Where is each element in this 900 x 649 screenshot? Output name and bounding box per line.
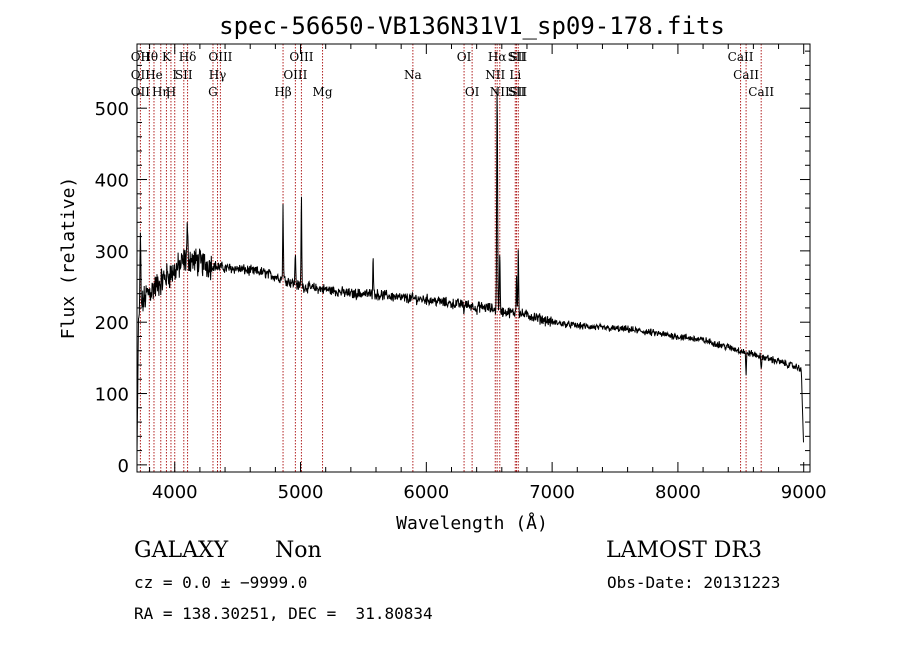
axes: 4000 5000 6000 7000 8000 9000 0 100 200 300 400 500 — [95, 44, 827, 503]
line-label: OIII — [289, 50, 313, 64]
line-label: OII — [131, 68, 151, 82]
line-label: Hα — [488, 50, 507, 64]
line-label: Mg — [313, 85, 333, 99]
plot-frame — [136, 43, 811, 473]
line-label: OIII — [208, 50, 232, 64]
survey-label: LAMOST DR3 — [606, 538, 762, 563]
line-label: Hγ — [209, 68, 227, 82]
line-label: G — [208, 85, 218, 99]
x-tick-label: 4000 — [152, 482, 198, 503]
y-tick-label: 300 — [95, 242, 129, 263]
object-subclass: Non — [275, 538, 322, 563]
chart-title: spec-56650-VB136N31V1_sp09-178.fits — [219, 12, 725, 40]
line-label: Hθ — [140, 50, 158, 64]
y-tick-label: 200 — [95, 313, 129, 334]
line-label: CaII — [728, 50, 754, 64]
y-tick-label: 100 — [95, 385, 129, 406]
line-label: CaII — [748, 85, 774, 99]
x-tick-label: 6000 — [403, 482, 449, 503]
x-tick-label: 7000 — [529, 482, 575, 503]
line-label: OI — [465, 85, 480, 99]
line-label: SII — [508, 50, 526, 64]
line-label: Hβ — [274, 85, 291, 99]
y-tick-label: 0 — [118, 456, 129, 477]
x-tick-label: 9000 — [781, 482, 827, 503]
object-class: GALAXY — [134, 538, 229, 563]
x-tick-label: 5000 — [278, 482, 324, 503]
line-label: OI — [457, 50, 472, 64]
line-label: SII — [175, 68, 193, 82]
line-marker-layer — [139, 44, 762, 472]
line-label: SII — [509, 85, 527, 99]
line-label: I — [172, 68, 177, 82]
line-label: CaII — [733, 68, 759, 82]
coordinates: RA = 138.30251, DEC = 31.80834 — [134, 604, 433, 623]
line-label: He — [145, 68, 163, 82]
line-label: Na — [404, 68, 422, 82]
y-axis-label: Flux (relative) — [58, 177, 79, 340]
line-label-layer: OIIOIIOIIHθHeHηKHISIIHδGHγOIIIHβOIIIOIII… — [131, 50, 775, 99]
line-label: Hδ — [179, 50, 197, 64]
line-label: K — [162, 50, 172, 64]
spectrum-line — [136, 88, 804, 455]
line-label: SII — [509, 50, 527, 64]
x-tick-label: 8000 — [655, 482, 701, 503]
line-label: NII — [490, 85, 510, 99]
x-axis-label: Wavelength (Å) — [396, 512, 548, 534]
redshift-text: cz = 0.0 ± −9999.0 — [134, 573, 308, 592]
line-label: SII — [508, 85, 526, 99]
line-label: OIII — [283, 68, 307, 82]
line-label: Hη — [152, 85, 170, 99]
obs-date: Obs-Date: 20131223 — [607, 573, 781, 592]
y-tick-label: 500 — [95, 99, 129, 120]
line-label: OII — [131, 85, 151, 99]
line-label: H — [166, 85, 176, 99]
line-label: Li — [509, 68, 521, 82]
line-label: NII — [485, 68, 505, 82]
line-label: OII — [131, 50, 151, 64]
y-tick-label: 400 — [95, 171, 129, 192]
